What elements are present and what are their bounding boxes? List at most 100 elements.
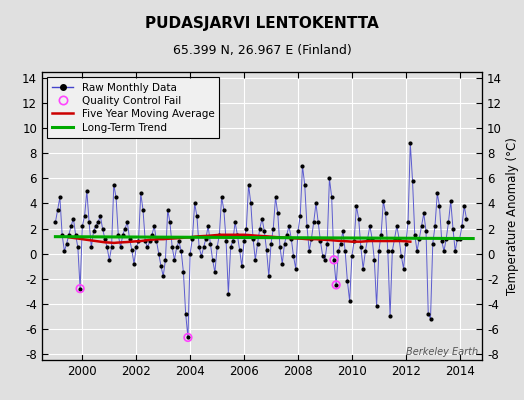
Point [211,269,219,276]
Point [60,248,69,254]
Point [103,244,111,250]
Point [307,235,315,242]
Point [107,244,116,250]
Point [427,316,435,322]
Point [209,257,217,263]
Point [395,235,403,242]
Point [392,223,401,229]
Point [58,232,67,238]
Point [99,225,107,232]
Point [354,215,363,222]
Point [325,175,334,182]
Point [244,182,253,188]
Point [249,235,257,242]
Point [127,247,136,253]
Point [150,223,158,229]
Point [177,248,185,254]
Point [64,232,73,238]
Point [157,263,165,269]
Point [217,194,226,200]
Point [220,206,228,213]
Point [83,188,91,194]
Point [352,203,361,209]
Point [174,238,183,244]
Point [460,203,468,209]
Point [366,223,374,229]
Point [404,219,412,226]
Point [184,334,192,341]
Point [263,247,271,253]
Point [163,206,172,213]
Point [289,253,298,259]
Point [148,232,156,238]
Point [215,232,224,238]
Point [370,257,378,263]
Point [260,228,268,234]
Text: 65.399 N, 26.967 E (Finland): 65.399 N, 26.967 E (Finland) [172,44,352,57]
Point [357,244,365,250]
Point [247,200,255,207]
Point [435,203,444,209]
Point [159,273,167,279]
Point [438,238,446,244]
Point [168,244,177,250]
Point [420,210,428,217]
Point [422,228,430,234]
Point [446,198,455,204]
Point [303,223,311,229]
Point [406,140,414,146]
Point [440,248,448,254]
Point [429,240,437,247]
Point [334,248,343,254]
Point [134,238,143,244]
Point [78,223,86,229]
Point [146,238,154,244]
Point [181,310,190,317]
Point [132,244,140,250]
Point [381,210,390,217]
Point [137,190,145,197]
Point [312,200,320,207]
Text: Berkeley Earth: Berkeley Earth [406,347,478,357]
Point [179,269,188,276]
Point [139,206,147,213]
Point [92,223,100,229]
Point [197,253,205,259]
Point [424,310,432,317]
Point [233,232,242,238]
Point [305,248,313,254]
Point [384,248,392,254]
Text: PUDASJARVI LENTOKENTTA: PUDASJARVI LENTOKENTTA [145,16,379,31]
Point [267,240,275,247]
Point [442,235,451,242]
Point [56,194,64,200]
Point [285,223,293,229]
Y-axis label: Temperature Anomaly (°C): Temperature Anomaly (°C) [506,137,519,295]
Point [388,248,397,254]
Point [401,240,410,247]
Point [332,282,341,288]
Point [399,265,408,272]
Point [291,265,300,272]
Point [413,248,421,254]
Point [161,257,170,263]
Point [332,282,341,288]
Point [231,219,239,226]
Point [193,213,201,219]
Point [323,240,331,247]
Point [188,235,196,242]
Point [226,244,235,250]
Point [238,263,246,269]
Point [274,210,282,217]
Point [348,253,356,259]
Point [316,238,325,244]
Point [458,223,466,229]
Point [195,244,203,250]
Point [444,219,453,226]
Point [228,238,237,244]
Point [240,238,248,244]
Point [87,244,95,250]
Point [336,240,345,247]
Point [155,250,163,257]
Point [265,273,273,279]
